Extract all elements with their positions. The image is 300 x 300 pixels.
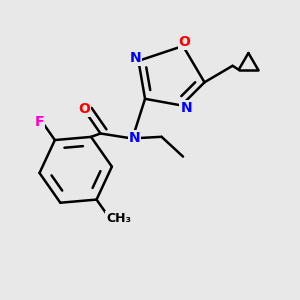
Text: O: O [78, 102, 90, 116]
Text: N: N [129, 131, 140, 146]
Text: N: N [181, 101, 192, 115]
Text: F: F [34, 116, 44, 130]
Text: N: N [129, 50, 141, 64]
Text: O: O [179, 35, 190, 49]
Text: CH₃: CH₃ [106, 212, 131, 225]
